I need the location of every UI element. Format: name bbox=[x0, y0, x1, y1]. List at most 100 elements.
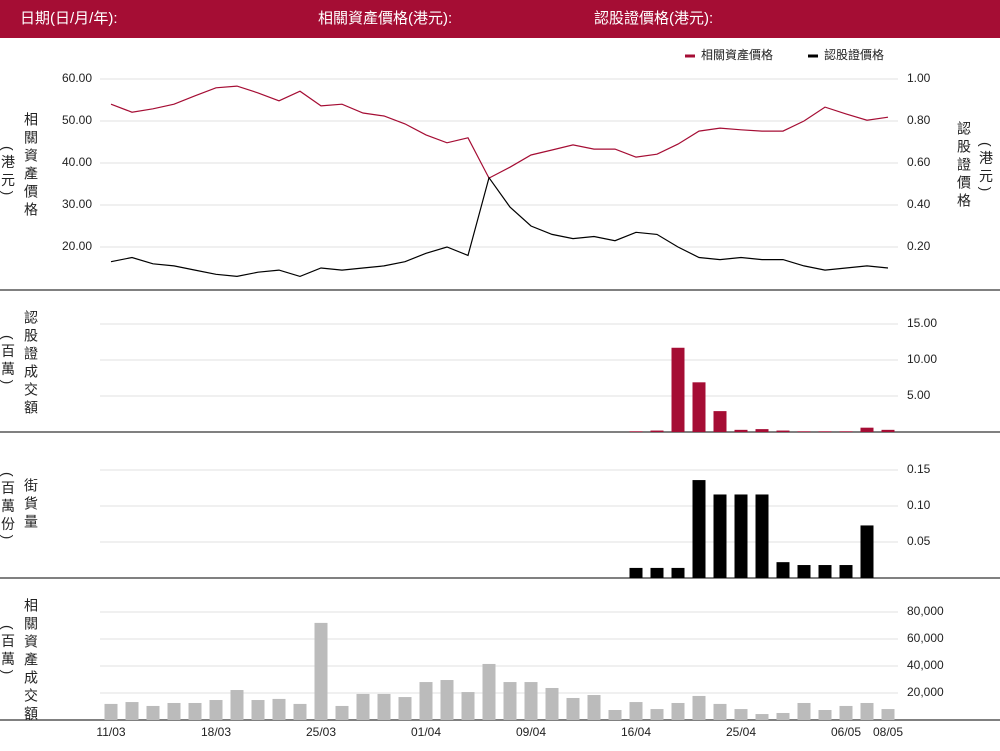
x-tick-label: 16/04 bbox=[621, 725, 651, 739]
y-tick-label: 5.00 bbox=[907, 388, 931, 402]
bar bbox=[713, 703, 727, 720]
bar bbox=[671, 347, 685, 432]
x-tick-label: 09/04 bbox=[516, 725, 546, 739]
x-tick-label: 18/03 bbox=[201, 725, 231, 739]
bar bbox=[671, 567, 685, 578]
bar bbox=[797, 565, 811, 578]
bar bbox=[377, 693, 391, 720]
header-date-label: 日期(日/月/年): bbox=[20, 10, 118, 27]
bar bbox=[881, 429, 895, 432]
x-tick-label: 25/03 bbox=[306, 725, 336, 739]
bar bbox=[692, 695, 706, 720]
bar bbox=[881, 709, 895, 720]
bar bbox=[713, 494, 727, 578]
y-tick-label: 40.00 bbox=[62, 155, 92, 169]
bar bbox=[839, 565, 853, 578]
bar bbox=[524, 682, 538, 720]
bar bbox=[251, 700, 265, 720]
x-tick-label: 11/03 bbox=[96, 725, 125, 739]
bar bbox=[125, 702, 139, 720]
bar bbox=[167, 702, 181, 720]
axis-label: 相關資產成交額 bbox=[23, 598, 39, 724]
y2-tick-label: 0.80 bbox=[907, 113, 931, 127]
bar bbox=[566, 697, 580, 720]
bar bbox=[629, 431, 643, 432]
header-underlying-label: 相關資產價格(港元): bbox=[318, 10, 452, 27]
bar bbox=[587, 695, 601, 720]
bar bbox=[734, 709, 748, 720]
legend-label: 相關資產價格 bbox=[701, 47, 773, 62]
axis-label: 認股證價格 bbox=[956, 121, 972, 211]
bar bbox=[818, 565, 832, 578]
bar bbox=[734, 429, 748, 432]
y-tick-label: 80,000 bbox=[907, 604, 944, 618]
legend-label: 認股證價格 bbox=[824, 47, 884, 62]
bar bbox=[104, 703, 118, 720]
bar bbox=[608, 710, 622, 720]
bar bbox=[797, 702, 811, 720]
axis-label: 相關資產價格 bbox=[23, 112, 39, 220]
bar bbox=[650, 430, 664, 432]
line-series bbox=[110, 85, 889, 179]
line-series bbox=[110, 176, 889, 278]
bar bbox=[293, 703, 307, 720]
y-tick-label: 20.00 bbox=[62, 239, 92, 253]
bar bbox=[356, 693, 370, 720]
y-tick-label: 40,000 bbox=[907, 658, 944, 672]
bar bbox=[692, 382, 706, 432]
bar bbox=[860, 427, 874, 432]
bar bbox=[188, 702, 202, 720]
y-tick-label: 0.10 bbox=[907, 498, 931, 512]
y2-tick-label: 0.60 bbox=[907, 155, 931, 169]
bar bbox=[482, 663, 496, 720]
y-tick-label: 0.05 bbox=[907, 534, 931, 548]
y-tick-label: 60.00 bbox=[62, 71, 92, 85]
bar bbox=[314, 622, 328, 720]
bar bbox=[755, 429, 769, 432]
bar bbox=[440, 680, 454, 720]
axis-label: (港元) bbox=[0, 146, 16, 199]
header-warrant-label: 認股證價格(港元): bbox=[594, 10, 713, 27]
bar bbox=[545, 687, 559, 720]
bar bbox=[272, 698, 286, 720]
axis-label: (百萬) bbox=[0, 335, 16, 388]
bar bbox=[860, 702, 874, 720]
x-tick-label: 01/04 bbox=[411, 725, 441, 739]
axis-label: (百萬份) bbox=[0, 472, 16, 543]
y2-tick-label: 0.20 bbox=[907, 239, 931, 253]
bar bbox=[209, 700, 223, 720]
bar bbox=[230, 690, 244, 720]
bar bbox=[650, 709, 664, 720]
y-tick-label: 20,000 bbox=[907, 685, 944, 699]
bar bbox=[839, 431, 853, 432]
bar bbox=[818, 431, 832, 432]
bar bbox=[776, 430, 790, 432]
bar bbox=[692, 480, 706, 578]
bar bbox=[650, 567, 664, 578]
y-tick-label: 15.00 bbox=[907, 316, 937, 330]
axis-label: (港元) bbox=[978, 142, 994, 195]
bar bbox=[797, 431, 811, 432]
bar bbox=[776, 712, 790, 720]
bar bbox=[461, 692, 475, 720]
bar bbox=[419, 682, 433, 720]
x-tick-label: 08/05 bbox=[873, 725, 903, 739]
axis-label: 認股證成交額 bbox=[23, 310, 39, 418]
bar bbox=[755, 494, 769, 578]
bar bbox=[629, 567, 643, 578]
y-tick-label: 60,000 bbox=[907, 631, 944, 645]
bar bbox=[755, 714, 769, 720]
bar bbox=[335, 705, 349, 720]
bar bbox=[146, 705, 160, 720]
y-tick-label: 50.00 bbox=[62, 113, 92, 127]
axis-label: (百萬) bbox=[0, 625, 16, 678]
y-tick-label: 10.00 bbox=[907, 352, 937, 366]
y-tick-label: 30.00 bbox=[62, 197, 92, 211]
bar bbox=[776, 562, 790, 578]
bar bbox=[503, 682, 517, 720]
y2-tick-label: 1.00 bbox=[907, 71, 931, 85]
header-bar bbox=[0, 0, 1000, 38]
bar bbox=[671, 702, 685, 720]
